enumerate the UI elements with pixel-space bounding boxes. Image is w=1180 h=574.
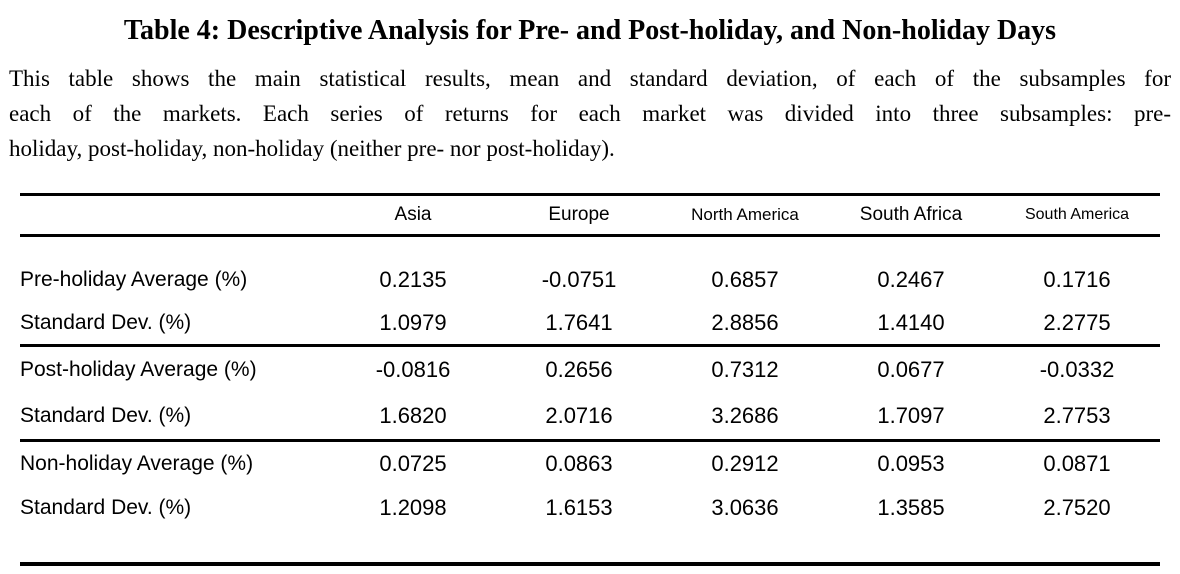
table-description: This table shows the main statistical re… (9, 61, 1171, 166)
cell-value: 1.6820 (330, 393, 496, 442)
cell-value: 1.7641 (496, 301, 662, 347)
description-line: This table shows the main statistical re… (9, 66, 1171, 91)
cell-value: 2.7520 (1043, 495, 1111, 520)
cell-value: -0.0751 (541, 266, 617, 292)
table-row-non-holiday-average: Non-holiday Average (%) 0.0725 0.0863 0.… (20, 441, 1160, 487)
table-bottom-rule-row (20, 530, 1160, 566)
row-label: Standard Dev. (%) (20, 496, 192, 519)
column-header-south-africa: South Africa (828, 193, 994, 237)
cell-value: 1.4140 (828, 301, 994, 347)
column-header-europe: Europe (496, 193, 662, 237)
cell-value: 0.2912 (711, 451, 779, 476)
cell-value: 1.3585 (877, 495, 945, 520)
row-label: Post-holiday Average (%) (20, 358, 257, 381)
cell-value: 1.2098 (379, 495, 447, 520)
table-row-non-holiday-stddev: Standard Dev. (%) 1.2098 1.6153 3.0636 1… (20, 486, 1160, 530)
cell-value: 3.0636 (711, 495, 779, 520)
cell-value: 0.6857 (711, 266, 779, 292)
cell-value: 0.1716 (1043, 266, 1111, 292)
column-header-north-america: North America (662, 193, 828, 237)
cell-value: 0.7312 (711, 357, 779, 382)
column-header-empty (20, 193, 330, 237)
column-header-south-america: South America (994, 193, 1160, 237)
cell-value: -0.0332 (1039, 357, 1115, 382)
cell-value: 0.0863 (545, 451, 613, 476)
cell-value: 0.0953 (877, 451, 945, 476)
cell-value: 2.8856 (662, 301, 828, 347)
table-container: Asia Europe North America South Africa S… (20, 193, 1160, 566)
descriptive-stats-table: Asia Europe North America South Africa S… (20, 193, 1160, 566)
cell-value: 1.0979 (330, 301, 496, 347)
table-title: Table 4: Descriptive Analysis for Pre- a… (123, 15, 1057, 46)
description-line: holiday, post-holiday, non-holiday (neit… (9, 136, 615, 161)
cell-value: -0.0816 (375, 357, 451, 382)
cell-value: 2.0716 (496, 393, 662, 442)
table-row-pre-holiday-stddev: Standard Dev. (%) 1.0979 1.7641 2.8856 1… (20, 301, 1160, 347)
table-row-post-holiday-average: Post-holiday Average (%) -0.0816 0.2656 … (20, 346, 1160, 394)
cell-value: 1.6153 (545, 495, 613, 520)
cell-value: 1.7097 (828, 393, 994, 442)
cell-value: 0.0677 (877, 357, 945, 382)
table-row-pre-holiday-average: Pre-holiday Average (%) 0.2135 -0.0751 0… (20, 258, 1160, 301)
cell-value: 2.7753 (994, 393, 1160, 442)
cell-value: 3.2686 (662, 393, 828, 442)
cell-value: 0.0871 (1043, 451, 1111, 476)
cell-value: 0.2467 (877, 266, 945, 292)
table-header-row: Asia Europe North America South Africa S… (20, 193, 1160, 237)
table-row-post-holiday-stddev: Standard Dev. (%) 1.6820 2.0716 3.2686 1… (20, 393, 1160, 442)
cell-value: 0.2135 (379, 266, 447, 292)
row-label: Standard Dev. (%) (20, 393, 330, 442)
column-header-asia: Asia (330, 193, 496, 237)
row-label: Pre-holiday Average (%) (20, 267, 248, 291)
cell-value: 2.2775 (994, 301, 1160, 347)
description-line: each of the markets. Each series of retu… (9, 101, 1171, 126)
row-label: Non-holiday Average (%) (20, 452, 254, 475)
cell-value: 0.0725 (379, 451, 447, 476)
cell-value: 0.2656 (545, 357, 613, 382)
row-label: Standard Dev. (%) (20, 301, 330, 347)
table-spacer-row (20, 236, 1160, 259)
